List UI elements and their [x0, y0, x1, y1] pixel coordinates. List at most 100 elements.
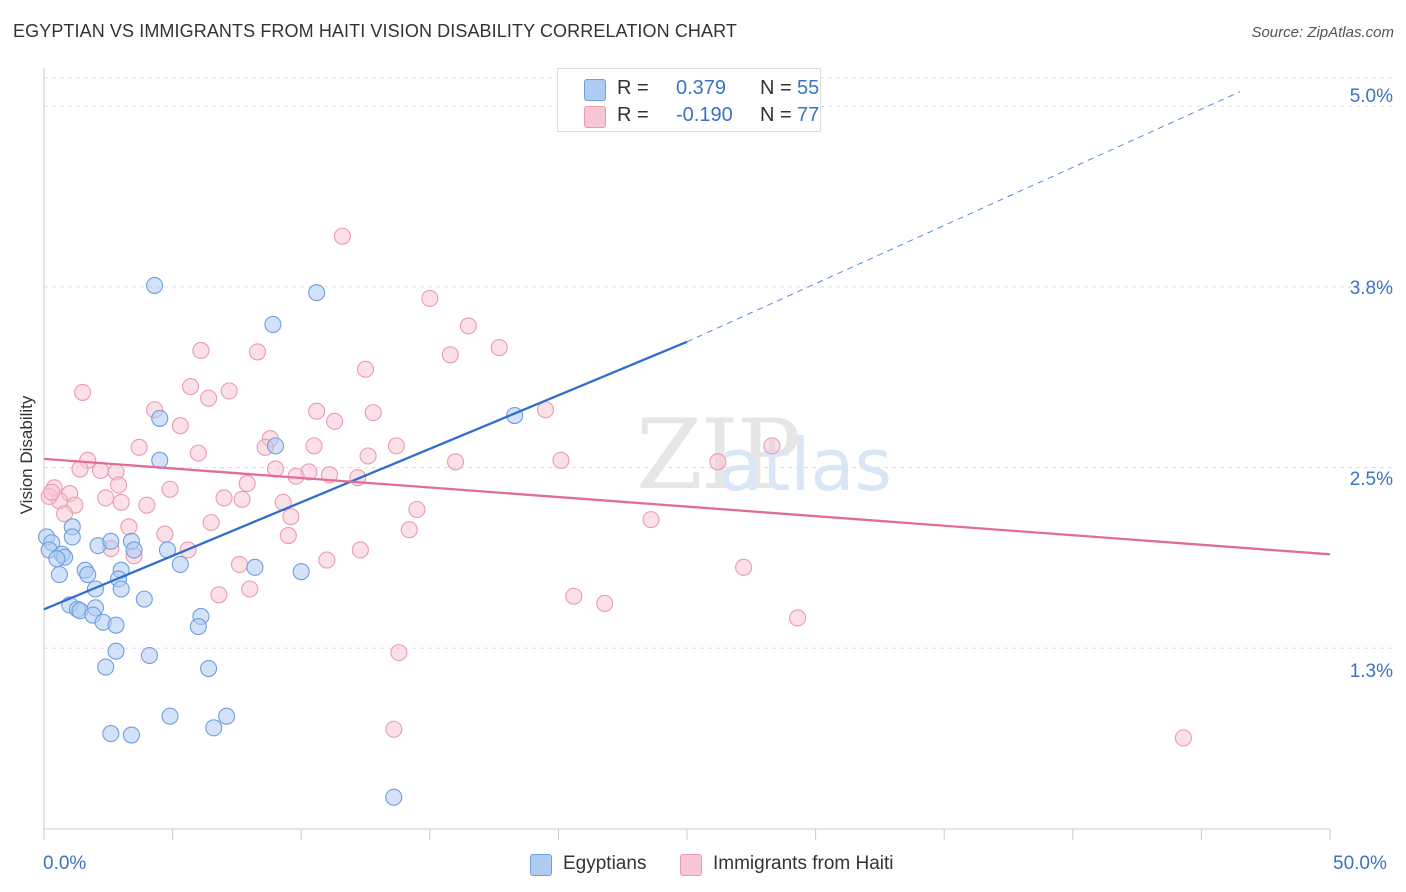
egyptians-point — [218, 707, 236, 725]
haiti-point — [408, 500, 426, 519]
haiti-point — [230, 555, 249, 573]
egyptians-point — [107, 642, 125, 660]
axes — [43, 68, 1331, 840]
haiti-swatch — [680, 854, 702, 876]
r-label: R = — [617, 77, 649, 99]
egyptians-point — [246, 558, 264, 576]
source-label: Source: ZipAtlas.com — [1251, 24, 1394, 41]
haiti-swatch — [584, 106, 606, 128]
haiti-point — [202, 513, 220, 532]
haiti-point — [189, 444, 207, 462]
egyptians-point — [63, 528, 81, 546]
haiti-point — [71, 460, 89, 478]
haiti-point — [282, 508, 300, 526]
haiti-point — [642, 511, 660, 529]
haiti-point — [220, 382, 238, 400]
y-tick-label-5: 5.0% — [1349, 86, 1393, 107]
egyptians-point — [266, 437, 285, 455]
watermark-atlas: atlas — [718, 423, 892, 507]
egyptians-point — [102, 532, 120, 550]
y-tick-label-2-5: 2.5% — [1349, 469, 1393, 490]
haiti-point — [385, 720, 403, 738]
haiti-point — [400, 521, 418, 539]
haiti-point — [248, 343, 267, 361]
egyptians-point — [102, 725, 120, 743]
haiti-point — [387, 437, 405, 455]
n-label: N = — [760, 77, 792, 99]
egyptians-point — [151, 409, 169, 427]
haiti-point — [130, 438, 148, 456]
haiti-point — [43, 483, 61, 501]
egyptians-swatch — [530, 854, 552, 876]
haiti-point — [92, 461, 110, 480]
haiti-point — [356, 360, 375, 378]
haiti-point — [446, 453, 465, 471]
egyptians-point — [264, 315, 282, 333]
haiti-point — [709, 453, 727, 471]
stats-legend: R = 0.379 N = 55 R = -0.190 N = 77 — [557, 68, 821, 132]
haiti-point — [210, 586, 228, 604]
haiti-point — [200, 389, 218, 407]
haiti-point — [735, 558, 753, 576]
x-tick-label-max: 50.0% — [1333, 853, 1387, 874]
egyptians-point — [292, 563, 310, 581]
egyptians-point — [122, 726, 140, 744]
legend-label-haiti: Immigrants from Haiti — [713, 853, 894, 874]
egyptians-point — [146, 276, 164, 294]
egyptians-point — [171, 555, 189, 573]
egyptians-trend-line — [43, 340, 688, 611]
egyptians-point — [161, 707, 179, 725]
haiti-point — [1174, 729, 1192, 747]
haiti-point — [74, 383, 92, 401]
egyptians-trend-extension — [686, 91, 1241, 343]
haiti-point — [763, 437, 781, 455]
haiti-point — [182, 378, 200, 396]
y-axis-label: Vision Disability — [17, 395, 36, 515]
haiti-point — [364, 404, 382, 422]
egyptians-point — [97, 658, 115, 676]
haiti-point — [238, 474, 256, 493]
haiti-point — [120, 518, 138, 536]
y-tick-label-3-8: 3.8% — [1349, 278, 1393, 299]
egyptians-point — [140, 646, 159, 665]
egyptians-swatch — [584, 79, 606, 101]
chart-title: EGYPTIAN VS IMMIGRANTS FROM HAITI VISION… — [13, 21, 737, 41]
haiti-point — [97, 489, 115, 507]
haiti-point — [490, 339, 508, 357]
haiti-point — [333, 227, 351, 245]
egyptians-point — [385, 788, 403, 806]
r-value: 0.379 — [676, 77, 727, 99]
trend-lines — [43, 91, 1331, 611]
egyptians-point — [112, 580, 130, 598]
egyptians-point — [48, 550, 66, 568]
r-value: -0.190 — [676, 104, 733, 126]
r-label: R = — [617, 104, 649, 126]
haiti-point — [359, 447, 377, 465]
haiti-point — [305, 437, 323, 455]
haiti-point — [156, 525, 174, 543]
egyptians-point — [135, 590, 153, 608]
haiti-point — [112, 493, 130, 511]
egyptians-point — [79, 566, 97, 584]
haiti-point — [390, 644, 408, 662]
haiti-point — [308, 402, 326, 420]
haiti-point — [459, 317, 477, 335]
x-tick-label-min: 0.0% — [43, 853, 87, 874]
haiti-point — [171, 417, 189, 435]
haiti-point — [552, 451, 570, 469]
egyptians-point — [125, 541, 143, 559]
haiti-trend-line — [43, 457, 1331, 556]
egyptians-point — [107, 616, 125, 634]
haiti-point — [441, 346, 459, 364]
haiti-point — [215, 489, 233, 507]
data-points — [38, 110, 1192, 806]
haiti-point — [351, 541, 369, 559]
egyptians-point — [308, 284, 326, 302]
haiti-point — [110, 476, 128, 494]
haiti-point — [318, 551, 336, 569]
haiti-point — [789, 609, 807, 627]
haiti-point — [192, 341, 210, 360]
n-value: 77 — [797, 104, 820, 126]
haiti-point — [596, 594, 614, 613]
